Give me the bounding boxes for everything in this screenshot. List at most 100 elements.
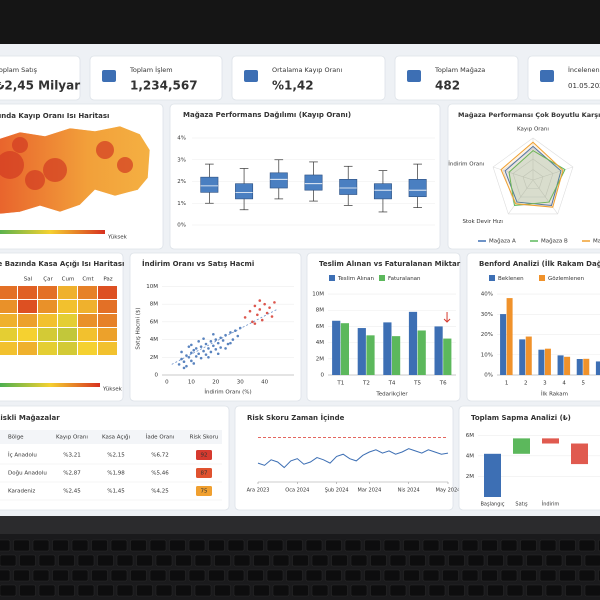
y-axis-label: Satış Hacmi ($) <box>136 307 142 349</box>
key <box>110 569 128 582</box>
column-label: Cum <box>62 277 75 283</box>
y-tick-label: 10% <box>481 352 493 358</box>
kpi-value: 1,234,567 <box>130 79 198 93</box>
scatter-point <box>194 355 198 358</box>
scatter-point <box>187 355 191 359</box>
y-tick-label: 0% <box>177 223 186 229</box>
bar <box>525 336 532 375</box>
key <box>247 569 264 582</box>
y-tick-label: 8M <box>150 302 158 308</box>
scatter-point <box>207 355 210 359</box>
key <box>500 539 518 552</box>
key <box>448 554 465 567</box>
key <box>188 569 206 582</box>
key <box>487 554 504 567</box>
x-tick-label: 40 <box>261 380 268 386</box>
key <box>116 554 134 567</box>
scatter-point <box>219 336 222 340</box>
legend-label: Mağaza B <box>541 238 568 245</box>
header-cell: İade Oranı <box>146 434 175 441</box>
x-tick-label: 2 <box>524 381 528 387</box>
y-tick-label: 2% <box>177 179 186 185</box>
key <box>13 539 30 552</box>
y-tick-label: 2M <box>316 356 324 362</box>
table-cell: %4,25 <box>151 489 169 495</box>
scatter-point <box>212 344 215 348</box>
scatter-point <box>224 347 227 350</box>
scatter-point <box>192 348 196 352</box>
y-tick-label: 1% <box>177 201 186 207</box>
legend-swatch <box>379 275 385 281</box>
y-tick-label: 0 <box>321 373 325 379</box>
key <box>155 554 173 567</box>
key <box>520 539 537 552</box>
scatter-point <box>192 362 196 365</box>
key <box>253 554 270 567</box>
key <box>71 539 89 552</box>
map-region <box>25 170 45 190</box>
heat-cell <box>78 314 97 327</box>
key <box>214 584 231 597</box>
key <box>0 539 11 552</box>
key <box>442 569 459 582</box>
y-tick-label: 40% <box>481 292 493 298</box>
key <box>344 569 362 582</box>
x-tick-label: Nis 2024 <box>398 488 420 494</box>
panel <box>447 103 600 250</box>
x-tick-label: 0 <box>165 380 169 386</box>
key <box>175 584 192 597</box>
key <box>97 584 114 597</box>
panel-title: Bölge Bazında Kayıp Oranı Isı Haritası <box>0 112 109 120</box>
bar <box>595 361 600 375</box>
waterfall-bar <box>571 443 588 465</box>
key <box>578 539 596 552</box>
y-tick-label: 8M <box>316 308 324 314</box>
key <box>116 584 134 597</box>
key <box>136 554 153 567</box>
kpi-icon <box>540 70 554 82</box>
scatter-point <box>185 364 188 368</box>
scatter-point <box>229 341 232 345</box>
scatter-point <box>248 309 252 313</box>
bar <box>500 314 507 375</box>
key <box>350 554 368 567</box>
key <box>91 539 108 552</box>
kpi-icon <box>244 70 258 82</box>
scatter-point <box>199 345 203 348</box>
key <box>272 584 290 597</box>
key <box>565 554 582 567</box>
table-cell: %3,21 <box>63 453 80 459</box>
radar-series <box>508 149 566 207</box>
bar <box>443 338 452 375</box>
scatter-point <box>214 348 218 351</box>
x-tick-label: 4 <box>562 381 566 387</box>
key <box>292 584 309 597</box>
key <box>272 554 290 567</box>
axis-label: Stok Devir Hızı <box>462 219 503 225</box>
y-tick-label: 0 <box>155 373 159 379</box>
heat-cell <box>98 328 117 341</box>
panel <box>527 55 600 101</box>
key <box>0 569 11 582</box>
heat-cell <box>58 300 77 313</box>
line-series <box>257 448 449 469</box>
scatter-point <box>234 329 237 333</box>
bar <box>366 335 375 375</box>
radar-grid <box>512 158 554 198</box>
radar-axis <box>508 179 534 215</box>
panel-title: Riskli Mağazalar <box>0 414 60 422</box>
kpi-icon <box>102 70 116 82</box>
bar <box>357 328 366 375</box>
x-tick-label: T6 <box>439 381 447 387</box>
table-cell: %5,46 <box>151 471 169 477</box>
key <box>110 539 128 552</box>
alert-arrow <box>443 312 451 323</box>
key <box>214 554 231 567</box>
x-tick-label: Ara 2023 <box>247 488 270 494</box>
key <box>0 584 17 597</box>
y-tick-label: 4% <box>177 136 186 142</box>
key <box>155 584 173 597</box>
key <box>266 539 284 552</box>
y-tick-label: 4M <box>150 337 158 343</box>
radar-series <box>500 141 564 208</box>
